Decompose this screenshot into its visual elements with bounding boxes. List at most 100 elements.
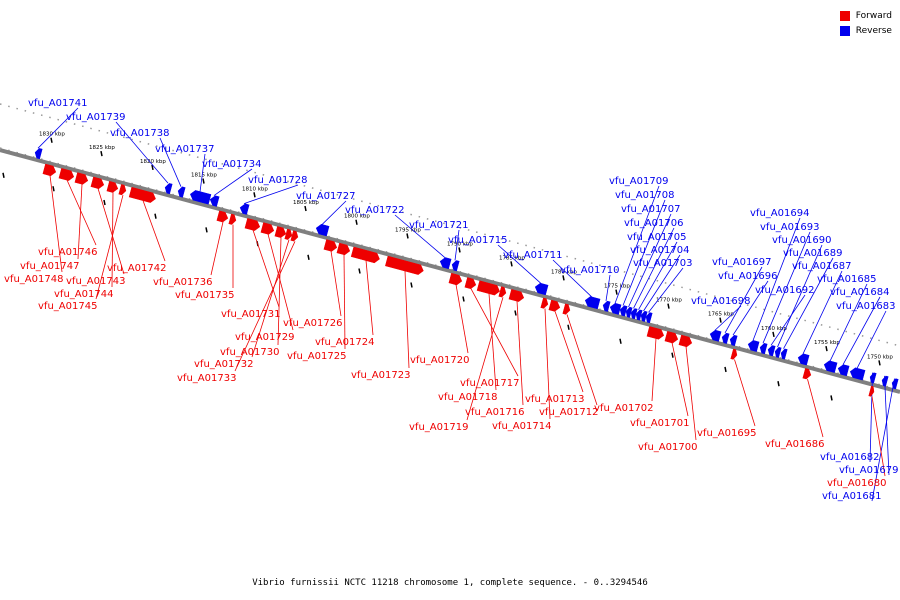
- gene-arrow: [729, 334, 738, 347]
- gene-label: vfu_A01735: [175, 290, 234, 301]
- gene-arrow: [602, 300, 611, 312]
- gene-label: vfu_A01733: [177, 373, 236, 384]
- gene-label: vfu_A01736: [153, 277, 212, 288]
- gene-arrow: [891, 378, 899, 390]
- tick-label: 1825 kbp: [89, 145, 115, 151]
- tick-mark: [719, 317, 722, 323]
- tick-mark: [878, 360, 881, 366]
- leader-line: [714, 305, 742, 331]
- gene-arrow: [315, 223, 330, 237]
- leader-line: [856, 310, 887, 369]
- leader-line: [365, 260, 374, 336]
- gene-arrow: [323, 239, 338, 252]
- gene-arrow: [540, 297, 549, 309]
- tick-mark: [567, 324, 570, 330]
- gene-arrow: [164, 183, 173, 195]
- gene-arrow: [244, 218, 261, 231]
- gene-label: vfu_A01738: [110, 128, 169, 139]
- leader-line: [734, 359, 756, 427]
- gene-label: vfu_A01697: [712, 257, 771, 268]
- leader-line: [267, 233, 294, 331]
- tick-label: 1775 kbp: [604, 284, 630, 290]
- gene-label: vfu_A01723: [351, 370, 410, 381]
- leader-line: [651, 338, 657, 402]
- tick-mark: [2, 172, 5, 178]
- gene-label: vfu_A01711: [503, 250, 562, 261]
- gene-arrow: [640, 310, 648, 322]
- leader-line: [685, 346, 697, 441]
- gene-arrow: [34, 148, 43, 160]
- gene-label: vfu_A01693: [760, 222, 819, 233]
- legend-item-reverse: Reverse: [839, 23, 892, 38]
- gene-arrow: [562, 303, 571, 315]
- leader-line: [871, 378, 895, 502]
- gene-arrow: [350, 246, 380, 264]
- leader-line: [404, 270, 410, 369]
- leader-line: [724, 266, 763, 334]
- leader-line: [66, 179, 97, 246]
- tick-mark: [410, 282, 413, 288]
- tick-mark: [462, 296, 465, 302]
- tick-mark: [406, 233, 409, 239]
- gene-arrow: [534, 282, 549, 296]
- tick-mark: [510, 261, 513, 267]
- gene-arrow: [849, 367, 866, 381]
- tick-mark: [205, 227, 208, 233]
- gene-arrow: [90, 176, 105, 189]
- tick-label: 1750 kbp: [867, 354, 893, 360]
- tick-mark: [562, 275, 565, 281]
- gene-label: vfu_A01689: [783, 248, 842, 259]
- gene-arrow: [881, 375, 889, 387]
- gene-arrow: [228, 213, 237, 225]
- gene-label: vfu_A01737: [155, 144, 214, 155]
- leader-line: [37, 107, 79, 149]
- leader-line: [516, 300, 524, 406]
- leader-line: [243, 184, 299, 204]
- tick-mark: [52, 186, 55, 192]
- gene-label: vfu_A01682: [820, 452, 879, 463]
- gene-arrow: [548, 299, 561, 312]
- gene-label: vfu_A01716: [465, 407, 524, 418]
- gene-label: vfu_A01722: [345, 205, 404, 216]
- leader-line: [671, 342, 689, 417]
- leader-line: [343, 254, 346, 350]
- tick-marks: 1830 kbp 1825 kbp 1820 kbp 1815 kbp 1810 kbp…: [2, 132, 893, 401]
- gene-label: vfu_A01701: [630, 418, 689, 429]
- tick-mark: [619, 338, 622, 344]
- leader-line: [199, 153, 206, 192]
- leader-line: [111, 192, 114, 288]
- gene-label: vfu_A01742: [107, 263, 166, 274]
- gene-arrow: [868, 385, 875, 397]
- gene-arrow: [74, 172, 89, 185]
- gene-label: vfu_A01713: [525, 394, 584, 405]
- leader-line: [648, 267, 684, 313]
- leader-line: [394, 214, 446, 258]
- gene-arrow: [239, 203, 250, 215]
- gene-label: vfu_A01728: [248, 175, 307, 186]
- leader-line: [633, 227, 675, 309]
- gene-arrow: [284, 228, 293, 240]
- gene-label: vfu_A01732: [194, 359, 253, 370]
- gene-arrow: [802, 368, 812, 380]
- gene-label: vfu_A01707: [621, 204, 680, 215]
- gene-label: vfu_A01704: [630, 245, 689, 256]
- tick-label: 1770 kbp: [656, 298, 682, 304]
- gene-arrow: [721, 332, 730, 344]
- leader-line: [622, 199, 666, 306]
- leader-line: [470, 288, 519, 377]
- gene-label: vfu_A01727: [296, 191, 355, 202]
- gene-label: vfu_A01679: [839, 465, 898, 476]
- tick-mark: [154, 213, 157, 219]
- tick-mark: [671, 352, 674, 358]
- legend-item-forward: Forward: [839, 8, 892, 23]
- leader-line: [455, 284, 469, 354]
- leader-line: [213, 168, 253, 196]
- gene-label: vfu_A01703: [633, 258, 692, 269]
- tick-label: 1830 kbp: [39, 132, 65, 138]
- leader-line: [234, 241, 296, 372]
- tick-label: 1820 kbp: [140, 159, 166, 165]
- reverse-swatch: [839, 25, 850, 36]
- tick-label: 1805 kbp: [293, 200, 319, 206]
- gene-arrow: [774, 346, 782, 358]
